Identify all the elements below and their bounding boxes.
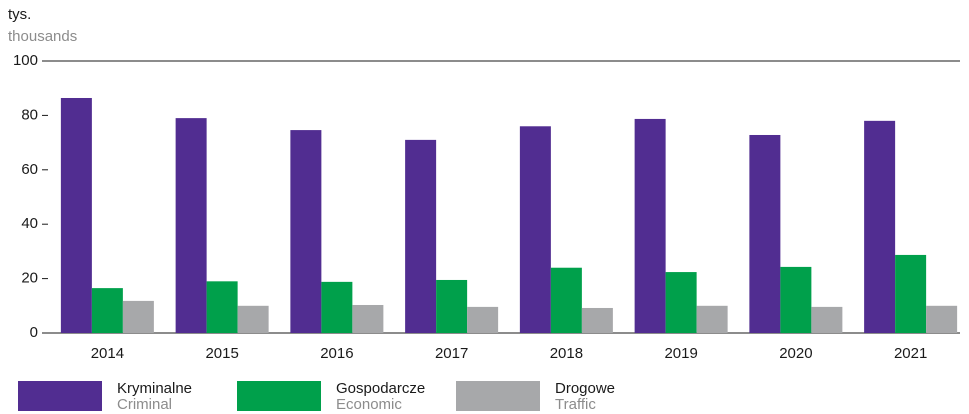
bar	[60, 97, 92, 333]
x-tick-label: 2019	[664, 345, 697, 362]
bar	[237, 305, 269, 333]
bar	[696, 305, 728, 333]
bar	[206, 281, 238, 333]
bar	[467, 306, 499, 333]
bar	[321, 281, 353, 333]
bar	[864, 120, 896, 333]
legend-swatch	[237, 381, 321, 411]
legend-label: Gospodarcze	[336, 380, 425, 397]
x-tick-label: 2014	[91, 345, 124, 362]
x-tick-label: 2016	[320, 345, 353, 362]
x-tick-label: 2015	[205, 345, 238, 362]
bar	[581, 307, 613, 333]
y-axis-title-en: thousands	[8, 28, 77, 45]
bar	[290, 130, 322, 333]
bar	[749, 134, 781, 333]
legend-swatch	[18, 381, 102, 411]
y-tick-label: 40	[21, 215, 38, 232]
bar	[634, 118, 666, 333]
x-tick-label: 2020	[779, 345, 812, 362]
x-tick-label: 2017	[435, 345, 468, 362]
y-axis-title: tys.	[8, 6, 31, 23]
bar	[175, 118, 207, 334]
x-tick-label: 2021	[894, 345, 927, 362]
legend-label-en: Economic	[336, 396, 402, 413]
bar	[436, 279, 468, 333]
legend-label: Kryminalne	[117, 380, 192, 397]
y-tick-label: 60	[21, 161, 38, 178]
y-tick-label: 0	[30, 324, 38, 341]
bar	[780, 266, 812, 333]
y-tick-label: 100	[13, 52, 38, 69]
legend-label-en: Traffic	[555, 396, 596, 413]
legend-swatch	[456, 381, 540, 411]
bar	[550, 267, 582, 333]
y-tick-label: 80	[21, 106, 38, 123]
bar	[665, 272, 697, 333]
bar	[352, 304, 384, 333]
bar	[895, 254, 927, 333]
x-tick-label: 2018	[550, 345, 583, 362]
bar	[926, 305, 958, 333]
bar	[405, 139, 437, 333]
bar	[91, 288, 123, 333]
legend-label-en: Criminal	[117, 396, 172, 413]
bar	[122, 300, 154, 333]
bar	[811, 306, 843, 333]
bar	[519, 126, 551, 333]
legend-label: Drogowe	[555, 380, 615, 397]
y-tick-label: 20	[21, 270, 38, 287]
